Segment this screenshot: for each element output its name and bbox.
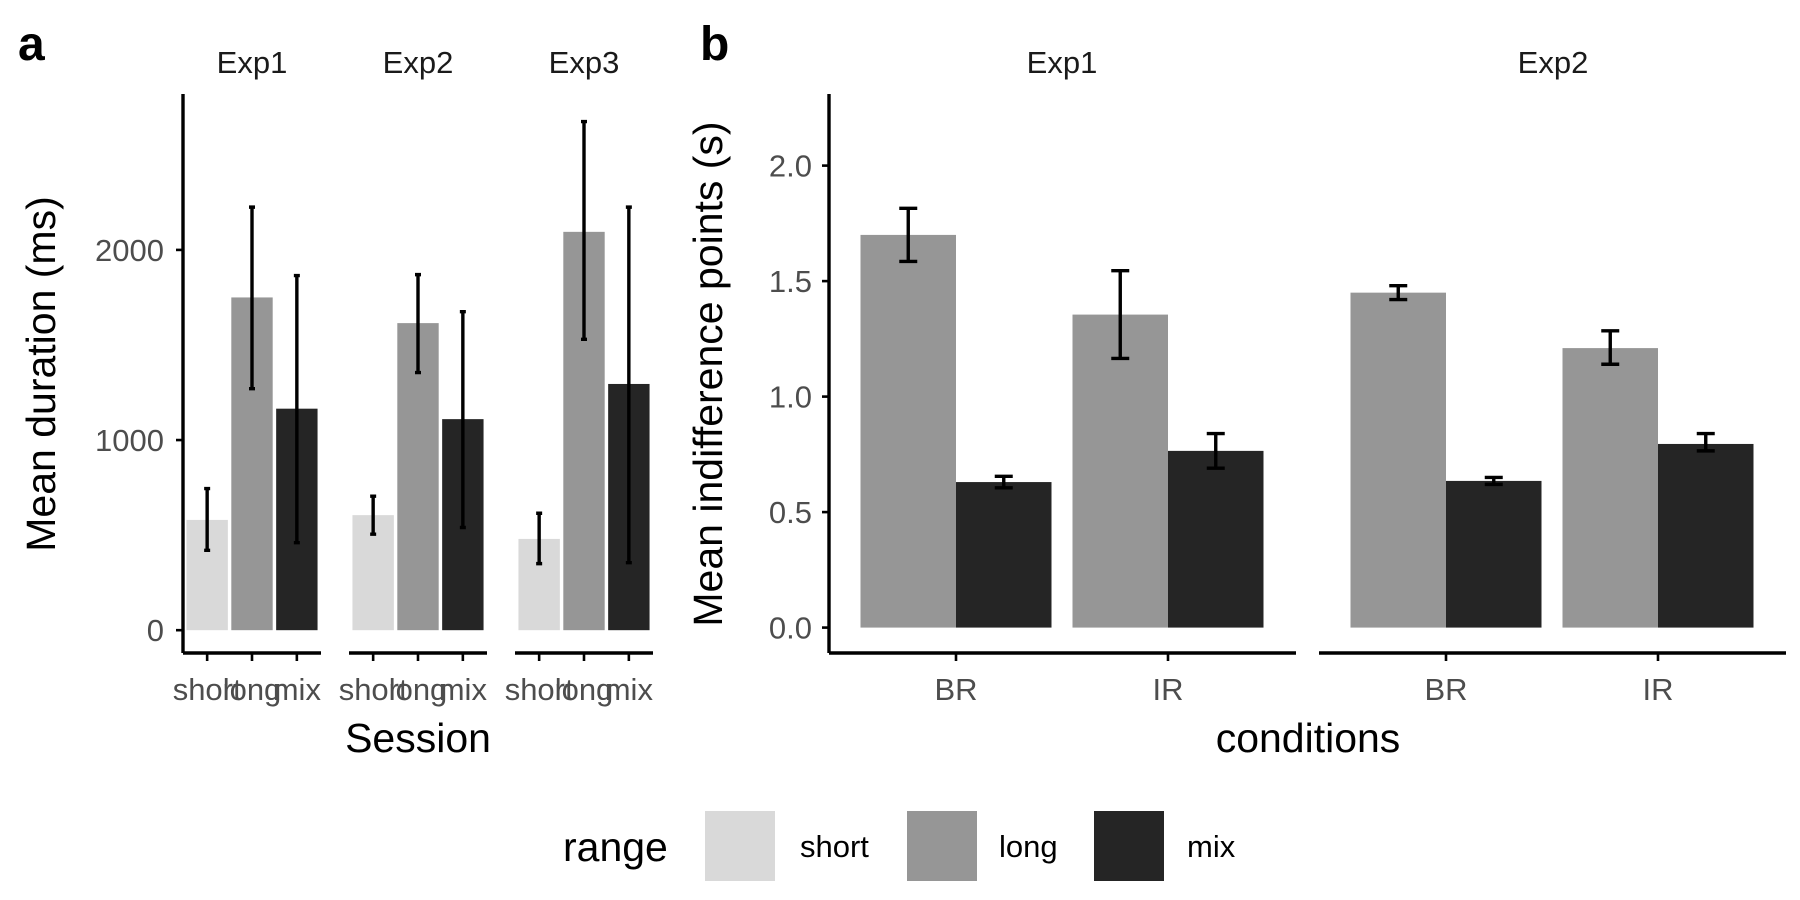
error-bar-b-exp2-ir-mix [1696,431,1715,453]
panel-a-tag: a [18,18,45,71]
panel-a-x-title: Session [345,715,491,761]
bar-b-exp1-ir-long [1072,314,1168,628]
bar-exp2-long [397,323,439,631]
bar-b-exp1-ir-mix [1168,450,1264,628]
panel-a-x-tick-label: mix [439,672,488,707]
panel-b-y-tick-label: 1.0 [769,380,812,415]
facet-strip-exp1: Exp1 [217,45,288,80]
panel-a-y-tick-label: 1000 [95,423,164,458]
error-bar-exp3-short [536,511,543,566]
panel-a-x-tick-label: short [173,672,242,707]
legend-label-mix: mix [1187,829,1236,864]
error-bar-exp3-long [581,119,587,341]
legend-title: range [563,824,668,870]
error-bar-b-exp2-ir-long [1601,329,1620,366]
panel-b-x-title: conditions [1216,715,1401,761]
panel-a-x-tick-label: mix [605,672,654,707]
panel-b-y-tick-label: 1.5 [769,264,812,299]
panel-a-x-tick-label: long [223,672,282,707]
panel-b-x-tick-label: BR [1424,672,1467,707]
panel-a-y-tick-label: 0 [147,613,164,648]
error-bar-exp1-long [249,205,255,391]
legend-label-long: long [999,829,1058,864]
panel-a-x-tick-label: mix [273,672,322,707]
panel-a-x-tick-label: long [555,672,614,707]
error-bar-exp3-mix [625,205,632,565]
legend: range short long mix [563,811,1236,881]
error-bar-exp2-long [415,272,421,375]
panel-a-y-title: Mean duration (ms) [18,196,64,551]
panel-b-y-tick-label: 2.0 [769,149,812,184]
bar-b-exp2-br-mix [1446,480,1542,628]
error-bar-exp1-mix [293,273,300,545]
error-bar-exp2-short [370,494,377,536]
panel-a-x-tick-label: short [339,672,408,707]
facet-strip-b-exp1: Exp1 [1027,45,1098,80]
error-bar-b-exp2-br-long [1389,284,1408,302]
error-bar-b-exp2-br-mix [1484,475,1503,487]
panel-b-y-title: Mean indifference points (s) [685,121,731,626]
facet-strip-exp3: Exp3 [549,45,620,80]
error-bar-b-exp1-ir-long [1111,269,1130,361]
panel-b-tag: b [700,18,729,71]
panel-b-y-tick-label: 0.0 [769,611,812,646]
bar-b-exp2-ir-mix [1658,443,1754,628]
error-bar-b-exp1-ir-mix [1206,431,1225,470]
panel-b-chart: Exp1 Exp2 0.0 0.5 1.0 1.5 2.0 BR IR BR IR Mean … [685,45,1786,761]
bar-b-exp2-ir-long [1562,348,1658,628]
legend-swatch-mix [1094,811,1164,881]
panel-b-x-tick-label: BR [934,672,977,707]
panel-a-x-tick-label: short [505,672,574,707]
error-bar-b-exp1-br-long [899,206,918,264]
error-bar-exp1-short [204,486,211,553]
legend-swatch-short [705,811,775,881]
panel-b-x-tick-label: IR [1643,672,1674,707]
error-bar-b-exp1-br-mix [994,474,1013,490]
facet-strip-b-exp2: Exp2 [1518,45,1589,80]
panel-b-y-tick-label: 0.5 [769,495,812,530]
panel-a-y-tick-label: 2000 [95,233,164,268]
panel-a-x-tick-label: long [389,672,448,707]
bar-b-exp2-br-long [1350,292,1446,628]
bar-b-exp1-br-mix [956,482,1052,628]
panel-b-x-tick-label: IR [1153,672,1184,707]
bar-b-exp1-br-long [860,234,956,628]
legend-swatch-long [907,811,977,881]
error-bar-exp2-mix [459,310,466,530]
legend-label-short: short [800,829,869,864]
facet-strip-exp2: Exp2 [383,45,454,80]
